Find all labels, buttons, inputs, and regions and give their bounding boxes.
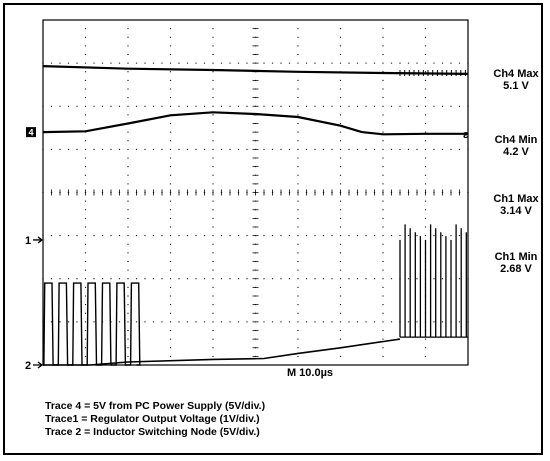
center-axis-ticks bbox=[42, 19, 469, 366]
measurement-ch1-max: Ch1 Max 3.14 V bbox=[486, 193, 546, 217]
trigger-level-marker: ε bbox=[463, 129, 469, 141]
trace4-ripple bbox=[399, 70, 466, 76]
measurement-label: Ch1 Min bbox=[494, 251, 538, 263]
measurement-label: Ch1 Max bbox=[493, 193, 539, 205]
legend-entry-trace2: Trace 2 = Inductor Switching Node (5V/di… bbox=[45, 426, 260, 438]
measurement-label: Ch4 Max bbox=[493, 68, 539, 80]
trace2-marker-arrow bbox=[33, 361, 44, 369]
channel-markers: 4 1 2 ε bbox=[25, 127, 469, 372]
measurement-value: 5.1 V bbox=[503, 80, 529, 92]
measurement-value: 4.2 V bbox=[503, 146, 529, 158]
measurement-ch1-min: Ch1 Min 2.68 V bbox=[486, 251, 546, 275]
trace1-marker-arrow bbox=[33, 236, 44, 244]
trace-line-trace4 bbox=[42, 65, 469, 75]
measurement-value: 3.14 V bbox=[500, 205, 532, 217]
measurement-ch4-min: Ch4 Min 4.2 V bbox=[486, 134, 546, 158]
trace-legend: Trace 4 = 5V from PC Power Supply (5V/di… bbox=[45, 400, 265, 439]
measurement-ch4-max: Ch4 Max 5.1 V bbox=[486, 68, 546, 92]
timebase-label: M 10.0µs bbox=[287, 367, 333, 379]
legend-entry-trace1: Trace1 = Regulator Output Voltage (1V/di… bbox=[45, 413, 260, 425]
trace2-switching-burst-left bbox=[43, 282, 141, 366]
trace2-marker-label: 2 bbox=[25, 360, 31, 372]
oscilloscope-screen: 4 1 2 ε M 10.0µs bbox=[25, 19, 469, 379]
graticule-grid bbox=[42, 19, 469, 366]
figure-frame bbox=[3, 3, 543, 455]
trace1-marker-label: 1 bbox=[25, 235, 31, 247]
trace2-switching-burst-right bbox=[399, 224, 467, 338]
legend-entry-trace4: Trace 4 = 5V from PC Power Supply (5V/di… bbox=[45, 400, 266, 412]
traces bbox=[42, 65, 469, 366]
trace4-marker-label: 4 bbox=[28, 128, 33, 138]
trace-line-trace1 bbox=[42, 111, 468, 136]
measurement-label: Ch4 Min bbox=[494, 134, 538, 146]
measurement-value: 2.68 V bbox=[500, 263, 532, 275]
trace4-marker bbox=[26, 127, 36, 138]
